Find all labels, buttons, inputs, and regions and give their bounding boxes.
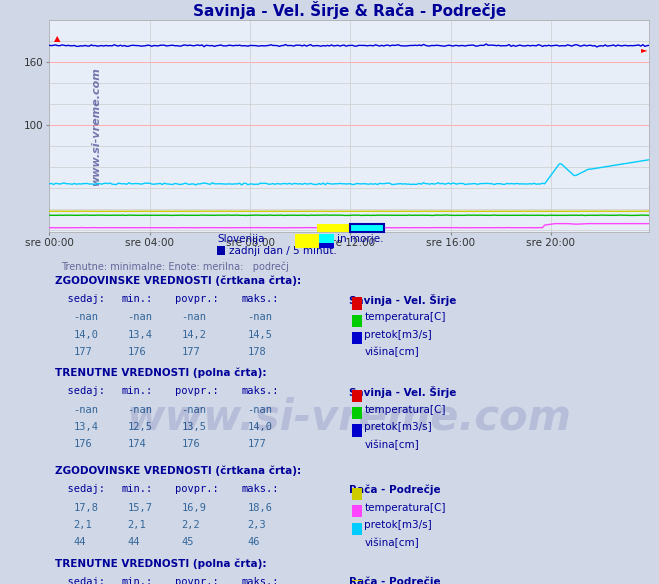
Text: 44: 44 [73,537,86,547]
Text: 14,0: 14,0 [73,329,98,340]
Bar [317,224,351,232]
Text: 14,2: 14,2 [181,329,206,340]
Text: 2,2: 2,2 [181,520,200,530]
Bar [353,523,362,535]
Text: 177: 177 [181,347,200,357]
Text: povpr.:: povpr.: [175,294,219,304]
Text: 177: 177 [247,439,266,449]
Bar [353,488,362,500]
Text: povpr.:: povpr.: [175,386,219,396]
Title: Savinja - Vel. Širje & Rača - Podrečje: Savinja - Vel. Širje & Rača - Podrečje [192,1,506,19]
Text: 16,9: 16,9 [181,503,206,513]
Bar [217,246,225,255]
Text: -nan: -nan [247,405,272,415]
Text: 176: 176 [127,347,146,357]
Text: -nan: -nan [127,405,152,415]
Text: ZGODOVINSKE VREDNOSTI (črtkana črta):: ZGODOVINSKE VREDNOSTI (črtkana črta): [55,466,302,477]
Text: -nan: -nan [181,405,206,415]
Text: ZGODOVINSKE VREDNOSTI (črtkana črta):: ZGODOVINSKE VREDNOSTI (črtkana črta): [55,276,302,286]
Bar [353,407,362,419]
Text: temperatura[C]: temperatura[C] [364,312,445,322]
Bar [295,234,320,248]
Text: sedaj:: sedaj: [55,386,105,396]
Text: višina[cm]: višina[cm] [364,439,419,450]
Text: povpr.:: povpr.: [175,576,219,584]
Bar [351,224,384,232]
Text: min.:: min.: [121,484,153,494]
Text: 18,6: 18,6 [247,503,272,513]
Bar [353,505,362,517]
Bar [353,580,362,584]
Text: -nan: -nan [127,312,152,322]
Text: zadnji dan / 5 minut.: zadnji dan / 5 minut. [229,246,337,256]
Bar [320,243,334,248]
Text: pretok[m3/s]: pretok[m3/s] [364,422,432,432]
Text: 14,0: 14,0 [247,422,272,432]
Text: www.si-vreme.com: www.si-vreme.com [92,67,101,186]
Text: 17,8: 17,8 [73,503,98,513]
Bar [353,332,362,345]
Text: Savinja - Vel. Širje: Savinja - Vel. Širje [349,386,457,398]
Text: maks.:: maks.: [241,386,279,396]
Text: ►: ► [641,46,647,54]
Text: -nan: -nan [181,312,206,322]
Text: -nan: -nan [247,312,272,322]
Text: maks.:: maks.: [241,294,279,304]
Text: min.:: min.: [121,294,153,304]
Text: sedaj:: sedaj: [55,294,105,304]
Text: TRENUTNE VREDNOSTI (polna črta):: TRENUTNE VREDNOSTI (polna črta): [55,558,267,569]
Text: 13,4: 13,4 [127,329,152,340]
Text: sedaj:: sedaj: [55,576,105,584]
Text: 2,3: 2,3 [247,520,266,530]
Text: sedaj:: sedaj: [55,484,105,494]
Text: maks.:: maks.: [241,576,279,584]
Text: min.:: min.: [121,386,153,396]
Text: 45: 45 [181,537,194,547]
Text: 13,4: 13,4 [73,422,98,432]
Text: 2,1: 2,1 [127,520,146,530]
Text: 176: 176 [73,439,92,449]
Text: maks.:: maks.: [241,484,279,494]
Text: 14,5: 14,5 [247,329,272,340]
Bar [320,234,334,243]
Text: 46: 46 [247,537,260,547]
Text: ▲: ▲ [53,34,60,43]
Text: min.:: min.: [121,576,153,584]
Text: 12,5: 12,5 [127,422,152,432]
Text: povpr.:: povpr.: [175,484,219,494]
Text: Rača - Podrečje: Rača - Podrečje [349,576,441,584]
Text: 174: 174 [127,439,146,449]
Text: -nan: -nan [73,405,98,415]
Text: temperatura[C]: temperatura[C] [364,405,445,415]
Text: višina[cm]: višina[cm] [364,537,419,548]
Bar [353,297,362,310]
Text: pretok[m3/s]: pretok[m3/s] [364,329,432,340]
Text: Trenutne: minimalne: Enote: merilna:   podrečj: Trenutne: minimalne: Enote: merilna: pod… [61,262,289,272]
Text: temperatura[C]: temperatura[C] [364,503,445,513]
Text: 176: 176 [181,439,200,449]
Text: www.si-vreme.com: www.si-vreme.com [127,396,572,438]
Text: Savinja - Vel. Širje: Savinja - Vel. Širje [349,294,457,306]
Text: 178: 178 [247,347,266,357]
Text: Rača - Podrečje: Rača - Podrečje [349,484,441,495]
Bar [353,425,362,437]
Text: višina[cm]: višina[cm] [364,347,419,357]
Text: 2,1: 2,1 [73,520,92,530]
Text: Slovenija: Slovenija [217,234,265,244]
Text: 15,7: 15,7 [127,503,152,513]
Text: 44: 44 [127,537,140,547]
Text: pretok[m3/s]: pretok[m3/s] [364,520,432,530]
Text: TRENUTNE VREDNOSTI (polna črta):: TRENUTNE VREDNOSTI (polna črta): [55,368,267,378]
Text: 13,5: 13,5 [181,422,206,432]
Text: -nan: -nan [73,312,98,322]
Bar [353,390,362,402]
Text: 177: 177 [73,347,92,357]
Bar [353,315,362,327]
Text: in morje.: in morje. [337,234,384,244]
